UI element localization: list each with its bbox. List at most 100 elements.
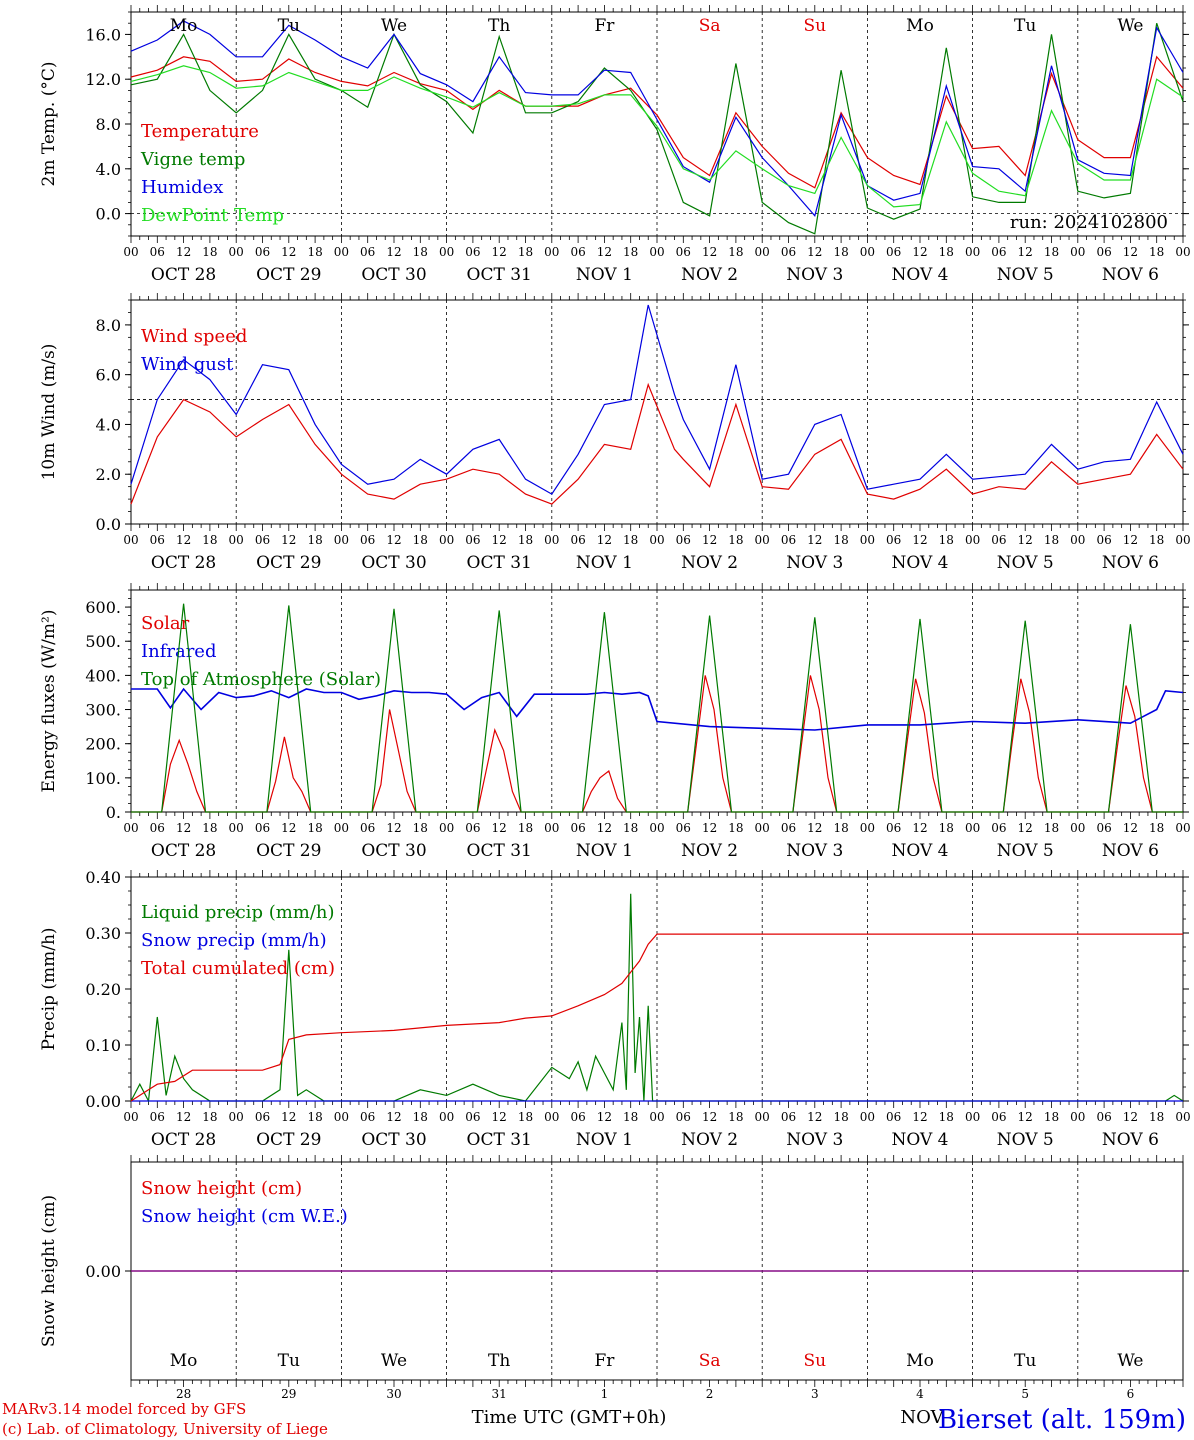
hour-tick-label: 06 (570, 1110, 585, 1124)
legend-entry: Liquid precip (mm/h) (141, 902, 335, 923)
hour-tick-label: 00 (334, 821, 349, 835)
date-label: NOV 4 (891, 265, 948, 285)
series-line-blue (130, 304, 1184, 495)
day-number-label: 5 (1021, 1387, 1029, 1401)
series-line-green (131, 603, 1183, 813)
hour-tick-label: 12 (386, 821, 401, 835)
date-label: NOV 2 (681, 841, 738, 861)
hour-tick-label: 12 (281, 821, 296, 835)
hour-tick-label: 06 (150, 1110, 165, 1124)
hour-tick-label: 18 (939, 245, 954, 259)
hour-tick-label: 00 (439, 1110, 454, 1124)
hour-tick-label: 12 (1018, 245, 1033, 259)
hour-tick-label: 00 (1070, 533, 1085, 547)
hour-tick-label: 18 (202, 533, 217, 547)
series-line-lightgreen (130, 65, 1184, 208)
hour-tick-label: 18 (939, 1110, 954, 1124)
hour-tick-label: 06 (570, 245, 585, 259)
hour-tick-label: 00 (755, 821, 770, 835)
hour-tick-label: 18 (413, 245, 428, 259)
hour-tick-label: 12 (1018, 821, 1033, 835)
y-tick-label: 6.0 (96, 366, 121, 385)
hour-tick-label: 00 (1175, 1110, 1190, 1124)
hour-tick-label: 06 (570, 533, 585, 547)
hour-tick-label: 12 (597, 245, 612, 259)
hour-tick-label: 06 (991, 245, 1006, 259)
hour-tick-label: 18 (1044, 821, 1059, 835)
hour-tick-label: 00 (334, 533, 349, 547)
hour-tick-label: 12 (702, 245, 717, 259)
y-tick-label: 300. (85, 701, 121, 720)
hour-tick-label: 12 (807, 821, 822, 835)
date-label: NOV 6 (1102, 265, 1159, 285)
legend-entry: Humidex (141, 177, 223, 198)
hour-tick-label: 12 (386, 245, 401, 259)
hour-tick-label: 18 (518, 533, 533, 547)
hour-tick-label: 00 (439, 821, 454, 835)
date-label: NOV 5 (997, 1130, 1054, 1150)
hour-tick-label: 00 (649, 533, 664, 547)
hour-tick-label: 18 (728, 821, 743, 835)
hour-tick-label: 12 (1123, 533, 1138, 547)
date-label: OCT 28 (151, 1130, 216, 1150)
hour-tick-label: 12 (1123, 245, 1138, 259)
y-tick-label: 200. (85, 735, 121, 754)
date-label: NOV 1 (576, 553, 633, 573)
legend-entry: Snow precip (mm/h) (141, 930, 327, 951)
credit-line-2: (c) Lab. of Climatology, University of L… (2, 1420, 328, 1438)
y-tick-label: 0.40 (85, 868, 121, 887)
hour-tick-label: 18 (728, 245, 743, 259)
hour-tick-label: 06 (150, 533, 165, 547)
date-label: NOV 6 (1102, 1130, 1159, 1150)
hour-tick-label: 06 (150, 821, 165, 835)
hour-tick-label: 06 (781, 245, 796, 259)
legend-entry: Wind speed (141, 326, 247, 347)
hour-tick-label: 06 (676, 533, 691, 547)
date-label: OCT 30 (361, 841, 426, 861)
legend-entry: Total cumulated (cm) (141, 958, 335, 979)
credit-line-1: MARv3.14 model forced by GFS (2, 1400, 246, 1418)
date-label: NOV 1 (576, 841, 633, 861)
date-label: NOV 2 (681, 553, 738, 573)
weekday-label: Sa (699, 1351, 721, 1371)
hour-tick-label: 12 (176, 1110, 191, 1124)
y-tick-label: 16.0 (85, 25, 121, 44)
day-number-label: 3 (811, 1387, 819, 1401)
series-line-blue (131, 687, 1184, 731)
hour-tick-label: 06 (255, 821, 270, 835)
weekday-label: Th (488, 16, 510, 36)
weekday-label: Fr (594, 1351, 615, 1371)
y-tick-label: 100. (85, 769, 121, 788)
date-label: OCT 29 (256, 553, 321, 573)
date-label: NOV 6 (1102, 553, 1159, 573)
y-tick-label: 0.00 (85, 1092, 121, 1111)
date-label: NOV 6 (1102, 841, 1159, 861)
hour-tick-label: 00 (229, 533, 244, 547)
hour-tick-label: 00 (439, 533, 454, 547)
hour-tick-label: 06 (360, 1110, 375, 1124)
weekday-label: Fr (594, 16, 615, 36)
hour-tick-label: 00 (965, 1110, 980, 1124)
hour-tick-label: 12 (702, 533, 717, 547)
hour-tick-label: 18 (307, 1110, 322, 1124)
weekday-label: We (381, 1351, 407, 1371)
hour-tick-label: 18 (202, 1110, 217, 1124)
series-line-red (130, 55, 1184, 189)
hour-tick-label: 12 (1018, 533, 1033, 547)
date-label: OCT 31 (467, 553, 532, 573)
legend-entry: Wind gust (141, 354, 234, 375)
y-tick-label: 500. (85, 632, 121, 651)
hour-tick-label: 06 (465, 1110, 480, 1124)
hour-tick-label: 06 (465, 821, 480, 835)
panel-3: 0. 100. 200. 300. 400. 500. 600. Energy fluxes … (39, 583, 1191, 861)
hour-tick-label: 18 (623, 533, 638, 547)
legend-entry: Snow height (cm) (141, 1178, 302, 1199)
weekday-label: Mo (170, 16, 198, 36)
hour-tick-label: 18 (413, 533, 428, 547)
legend-entry: Snow height (cm W.E.) (141, 1206, 348, 1227)
hour-tick-label: 12 (702, 1110, 717, 1124)
hour-tick-label: 18 (307, 821, 322, 835)
legend-entry: Top of Atmosphere (Solar) (141, 669, 381, 690)
hour-tick-label: 06 (1096, 533, 1111, 547)
